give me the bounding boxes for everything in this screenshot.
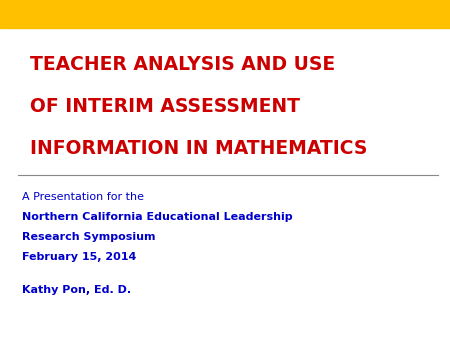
Bar [0, 0, 450, 28]
Text: OF INTERIM ASSESSMENT: OF INTERIM ASSESSMENT [30, 97, 300, 116]
Text: INFORMATION IN MATHEMATICS: INFORMATION IN MATHEMATICS [30, 139, 367, 158]
Text: A Presentation for the: A Presentation for the [22, 192, 144, 202]
Text: TEACHER ANALYSIS AND USE: TEACHER ANALYSIS AND USE [30, 55, 335, 74]
Text: Northern California Educational Leadership: Northern California Educational Leadersh… [22, 212, 292, 222]
Text: February 15, 2014: February 15, 2014 [22, 252, 136, 262]
Text: Kathy Pon, Ed. D.: Kathy Pon, Ed. D. [22, 285, 131, 295]
Text: Research Symposium: Research Symposium [22, 232, 156, 242]
